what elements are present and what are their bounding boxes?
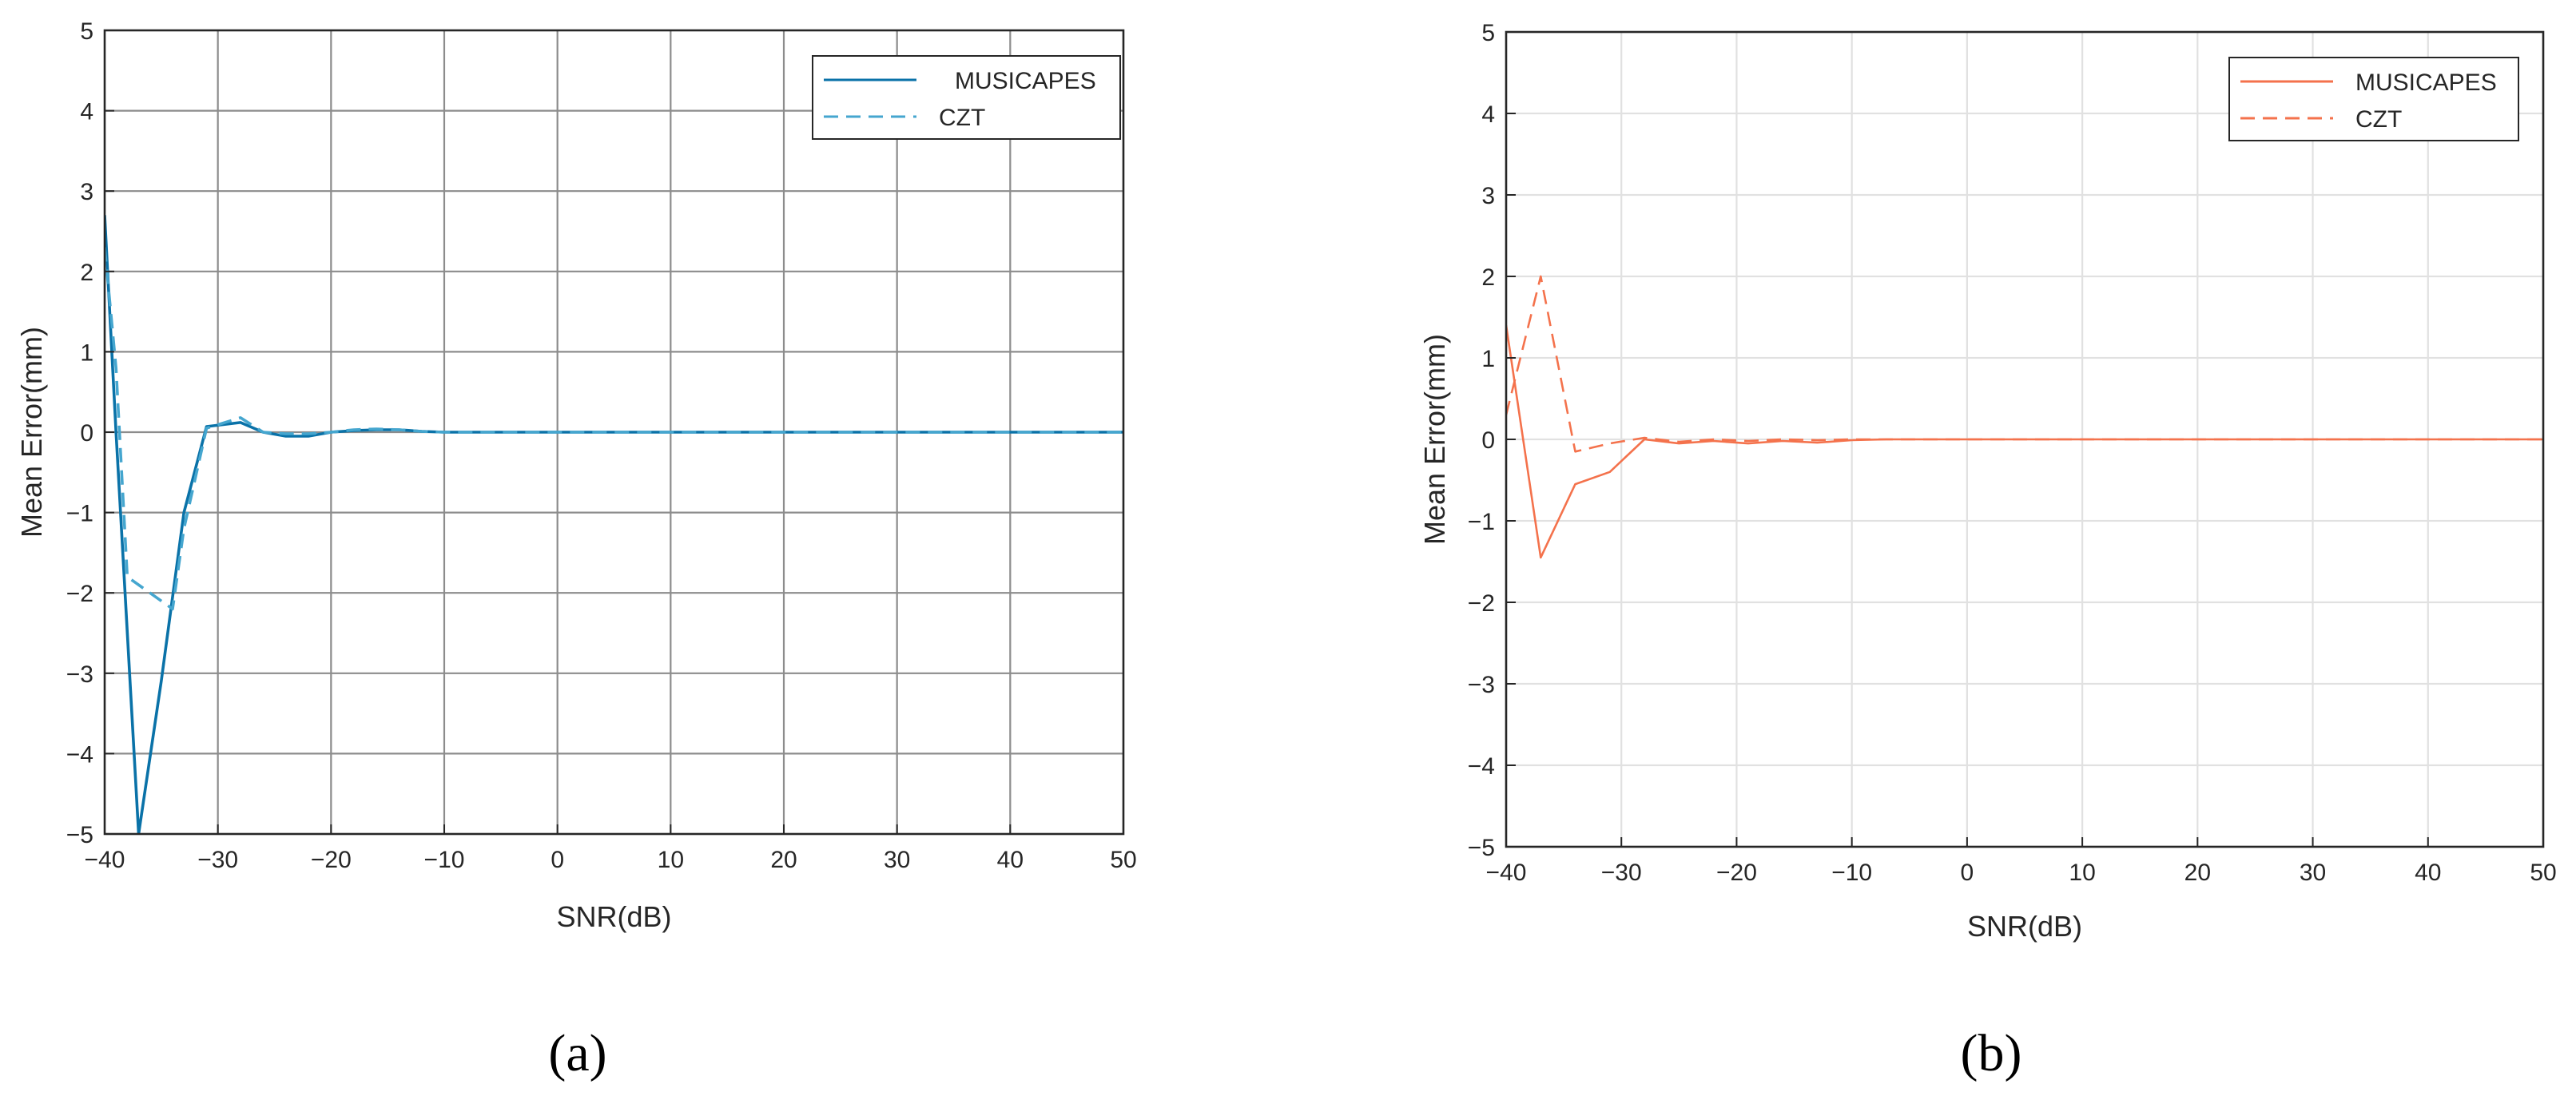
legend: MUSICAPES CZT — [812, 55, 1121, 140]
y-tick-label: 5 — [1481, 20, 1495, 46]
y-tick-label: 2 — [1481, 264, 1495, 291]
series-line-czt — [1506, 275, 2543, 453]
legend: MUSICAPES CZT — [2228, 57, 2519, 141]
y-tick-label: 4 — [80, 99, 93, 125]
y-axis-label: Mean Error(mm) — [1418, 334, 1451, 545]
chart-a: −40 −30 −20 −10 0 10 20 30 40 50−5−4−3−2−1012345S… — [15, 18, 1137, 933]
x-tick-label: 20 — [770, 847, 797, 873]
x-tick-label: 20 — [2184, 860, 2211, 886]
x-tick-label: 30 — [884, 847, 910, 873]
x-tick-label: 30 — [2300, 860, 2326, 886]
legend-label-musicapes: MUSICAPES — [955, 68, 1096, 94]
x-tick-label: −10 — [424, 847, 465, 873]
y-tick-label: −2 — [1468, 590, 1495, 617]
x-tick-label: −30 — [197, 847, 238, 873]
y-tick-label: −4 — [1468, 753, 1495, 780]
x-tick-label: 10 — [2069, 860, 2095, 886]
x-tick-label: 10 — [658, 847, 684, 873]
series-line-czt — [105, 247, 1123, 611]
x-tick-label: 50 — [1110, 847, 1136, 873]
x-tick-label: −10 — [1831, 860, 1872, 886]
series-line-musicapes — [105, 215, 1123, 834]
y-axis-label: Mean Error(mm) — [15, 327, 48, 538]
y-tick-label: −2 — [66, 581, 93, 607]
y-tick-label: 3 — [1481, 183, 1495, 209]
y-tick-label: −3 — [1468, 672, 1495, 698]
y-tick-label: 0 — [80, 420, 93, 447]
y-tick-label: −3 — [66, 661, 93, 688]
y-tick-label: −1 — [66, 501, 93, 527]
legend-label-czt: CZT — [2355, 106, 2402, 133]
y-tick-label: −4 — [66, 741, 93, 768]
panel-label-a: (a) — [548, 1024, 606, 1082]
panel-label-b: (b) — [1961, 1024, 2022, 1082]
legend-box — [812, 55, 1121, 140]
x-tick-label: −30 — [1601, 860, 1642, 886]
x-tick-label: 0 — [1961, 860, 1974, 886]
x-axis-label: SNR(dB) — [1967, 910, 2082, 943]
x-tick-label: −20 — [311, 847, 352, 873]
y-tick-label: 2 — [80, 260, 93, 286]
x-axis-label: SNR(dB) — [556, 900, 671, 933]
y-tick-label: 1 — [80, 340, 93, 366]
x-tick-label: 40 — [2415, 860, 2441, 886]
x-tick-label: −40 — [1486, 860, 1527, 886]
y-tick-label: 4 — [1481, 101, 1495, 128]
x-tick-label: 40 — [997, 847, 1024, 873]
x-tick-label: −40 — [85, 847, 125, 873]
y-tick-label: 1 — [1481, 346, 1495, 372]
legend-label-czt: CZT — [939, 105, 985, 131]
x-tick-label: 0 — [551, 847, 564, 873]
x-tick-label: −20 — [1716, 860, 1757, 886]
y-tick-label: −1 — [1468, 509, 1495, 535]
y-tick-label: 0 — [1481, 427, 1495, 454]
y-tick-label: −5 — [66, 822, 93, 848]
chart-b: −40 −30 −20 −10 0 10 20 30 40 50−5−4−3−2−1012345S… — [1418, 20, 2557, 943]
y-tick-label: 5 — [80, 18, 93, 45]
y-tick-label: 3 — [80, 179, 93, 205]
legend-box — [2228, 57, 2519, 141]
x-tick-label: 50 — [2530, 860, 2556, 886]
legend-label-musicapes: MUSICAPES — [2355, 69, 2497, 96]
y-tick-label: −5 — [1468, 835, 1495, 861]
series-line-musicapes — [1506, 325, 2543, 559]
